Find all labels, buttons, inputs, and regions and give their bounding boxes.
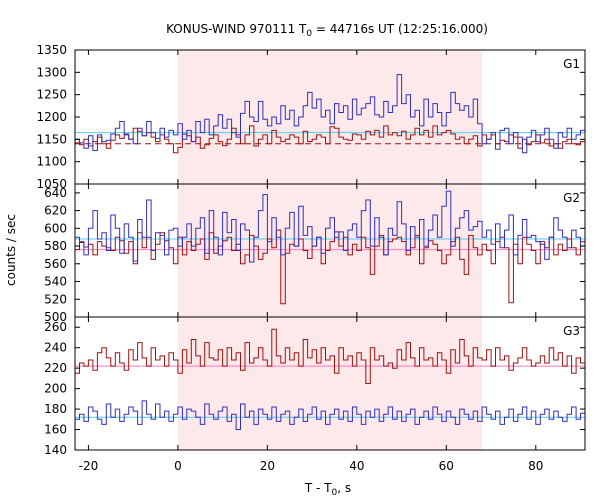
y-axis-label: counts / sec: [4, 214, 18, 286]
y-tick-label: 260: [44, 320, 67, 334]
y-tick-label: 240: [44, 341, 67, 355]
y-tick-label: 1150: [36, 132, 67, 146]
panel-label-g3: G3: [563, 324, 580, 338]
y-tick-label: 560: [44, 257, 67, 271]
g3-series-blue: [75, 400, 585, 430]
x-axis-label: T - T0, s: [304, 481, 351, 498]
y-tick-label: 1200: [36, 110, 67, 124]
series-layer: [75, 74, 585, 430]
x-tick-label: 20: [260, 459, 275, 473]
y-tick-label: 1350: [36, 43, 67, 57]
g1-series-blue: [75, 74, 585, 154]
chart-title-main: KONUS-WIND 970111 T: [166, 22, 307, 36]
chart-title-rest: = 44716s UT (12:25:16.000): [312, 22, 488, 36]
x-axis-label-main: T - T: [304, 481, 332, 495]
panel-label-g1: G1: [563, 57, 580, 71]
g3-panel-frame: [74, 316, 586, 451]
y-tick-label: 540: [44, 275, 67, 289]
g3-series-red: [75, 328, 585, 384]
x-tick-label: 60: [439, 459, 454, 473]
y-tick-label: 200: [44, 382, 67, 396]
x-tick-label: 40: [349, 459, 364, 473]
y-tick-label: 620: [44, 204, 67, 218]
y-tick-label: 1050: [36, 177, 67, 191]
y-tick-label: 1250: [36, 88, 67, 102]
y-tick-label: 580: [44, 239, 67, 253]
y-tick-label: 220: [44, 361, 67, 375]
x-axis-label-rest: , s: [337, 481, 351, 495]
g2-series-blue: [75, 190, 585, 263]
y-tick-label: 160: [44, 423, 67, 437]
panel-label-g2: G2: [563, 191, 580, 205]
x-tick-label: -20: [79, 459, 99, 473]
x-axis-label-subscript: 0: [332, 488, 338, 498]
y-tick-label: 140: [44, 443, 67, 457]
chart-title-subscript: 0: [306, 29, 312, 39]
y-tick-label: 640: [44, 186, 67, 200]
x-tick-label: 80: [528, 459, 543, 473]
tick-layer: 1050 1100 1150 1200 1250 1300 1350 G1 500 520 540 5…: [36, 43, 585, 473]
y-tick-label: 520: [44, 292, 67, 306]
y-tick-label: 600: [44, 221, 67, 235]
y-tick-label: 500: [44, 310, 67, 324]
chart-title: KONUS-WIND 970111 T0 = 44716s UT (12:25:…: [166, 22, 488, 39]
y-tick-label: 1100: [36, 155, 67, 169]
y-tick-label: 180: [44, 402, 67, 416]
x-tick-label: 0: [174, 459, 182, 473]
y-tick-label: 1300: [36, 65, 67, 79]
